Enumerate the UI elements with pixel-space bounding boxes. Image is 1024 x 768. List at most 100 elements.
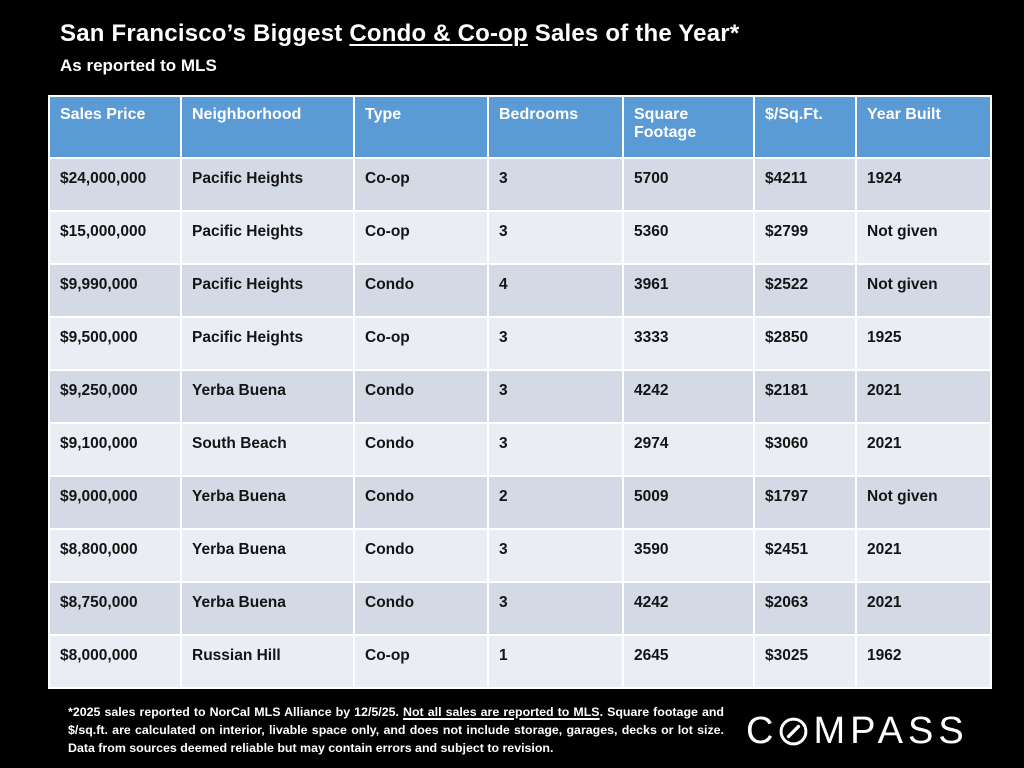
table-cell: Yerba Buena (180, 475, 355, 530)
table-body: $24,000,000 Pacific Heights Co-op 3 5700 $421… (48, 157, 992, 689)
compass-needle-o-icon (780, 717, 808, 745)
column-header: Square Footage (622, 95, 755, 159)
table-cell: $2799 (753, 210, 857, 265)
column-header: $/Sq.Ft. (753, 95, 857, 159)
table-cell: $9,250,000 (48, 369, 182, 424)
table-cell: $2063 (753, 581, 857, 636)
table-cell: $9,990,000 (48, 263, 182, 318)
disclaimer: *2025 sales reported to NorCal MLS Allia… (68, 703, 724, 758)
table-cell: 3333 (622, 316, 755, 371)
table-cell: 3590 (622, 528, 755, 583)
table-row: $9,990,000 Pacific Heights Condo 4 3961 $2522… (48, 263, 992, 318)
table-cell: 2645 (622, 634, 755, 689)
table-cell: Not given (855, 475, 992, 530)
table-cell: 3 (487, 369, 624, 424)
table-cell: Condo (353, 528, 489, 583)
table-cell: 3 (487, 528, 624, 583)
table-cell: Co-op (353, 316, 489, 371)
table-cell: 2974 (622, 422, 755, 477)
table-cell: Pacific Heights (180, 316, 355, 371)
title-text-suffix: Sales of the Year* (527, 20, 740, 47)
table-cell: $2181 (753, 369, 857, 424)
table-row: $9,100,000 South Beach Condo 3 2974 $3060 2021 (48, 422, 992, 477)
table-cell: $9,000,000 (48, 475, 182, 530)
disclaimer-text-2: . Square footage and $/sq.ft. are calcul… (68, 705, 724, 756)
table-header-row: Sales Price Neighborhood Type Bedrooms Squar… (48, 95, 992, 159)
table-cell: $9,500,000 (48, 316, 182, 371)
title-text-underlined: Condo & Co-op (349, 20, 528, 47)
table-cell: 3 (487, 157, 624, 212)
table-cell: 5360 (622, 210, 755, 265)
page-title: San Francisco’s Biggest Condo & Co-op Sa… (60, 20, 739, 48)
table-cell: 4242 (622, 369, 755, 424)
table-cell: Co-op (353, 210, 489, 265)
column-header: Type (353, 95, 489, 159)
table-cell: 1962 (855, 634, 992, 689)
table-cell: 2021 (855, 422, 992, 477)
compass-logo-text-left: C (746, 710, 779, 752)
disclaimer-text-underlined: Not all sales are reported to MLS (403, 705, 600, 719)
column-header: Sales Price (48, 95, 182, 159)
table-row: $9,000,000 Yerba Buena Condo 2 5009 $1797 Not … (48, 475, 992, 530)
table-cell: 1924 (855, 157, 992, 212)
table-cell: Co-op (353, 634, 489, 689)
compass-logo: C MPASS (746, 709, 969, 753)
table-cell: 2 (487, 475, 624, 530)
column-header: Bedrooms (487, 95, 624, 159)
table-cell: $3060 (753, 422, 857, 477)
title-text-prefix: San Francisco’s Biggest (60, 20, 350, 47)
table-cell: 1 (487, 634, 624, 689)
disclaimer-text-1: *2025 sales reported to NorCal MLS Allia… (68, 705, 404, 719)
table-cell: 4 (487, 263, 624, 318)
table-cell: Yerba Buena (180, 528, 355, 583)
table-cell: 5009 (622, 475, 755, 530)
table-cell: $2850 (753, 316, 857, 371)
table-cell: $1797 (753, 475, 857, 530)
table-cell: $15,000,000 (48, 210, 182, 265)
table-cell: 3961 (622, 263, 755, 318)
table-row: $8,800,000 Yerba Buena Condo 3 3590 $2451 2021 (48, 528, 992, 583)
table-cell: 1925 (855, 316, 992, 371)
table-cell: Pacific Heights (180, 210, 355, 265)
compass-logo-text-right: MPASS (813, 710, 969, 752)
table-row: $8,000,000 Russian Hill Co-op 1 2645 $3025 196… (48, 634, 992, 689)
table-cell: Pacific Heights (180, 263, 355, 318)
table-cell: $8,750,000 (48, 581, 182, 636)
table-cell: Not given (855, 263, 992, 318)
table-cell: $3025 (753, 634, 857, 689)
column-header: Year Built (855, 95, 992, 159)
table-cell: Condo (353, 369, 489, 424)
table-cell: $4211 (753, 157, 857, 212)
table-row: $8,750,000 Yerba Buena Condo 3 4242 $2063 2021 (48, 581, 992, 636)
table-cell: $24,000,000 (48, 157, 182, 212)
column-header: Neighborhood (180, 95, 355, 159)
table-cell: Co-op (353, 157, 489, 212)
table-cell: 2021 (855, 528, 992, 583)
table-cell: $2451 (753, 528, 857, 583)
table-cell: 2021 (855, 369, 992, 424)
table-cell: Condo (353, 581, 489, 636)
table-cell: Condo (353, 422, 489, 477)
table-cell: $8,800,000 (48, 528, 182, 583)
table-row: $15,000,000 Pacific Heights Co-op 3 5360 $279… (48, 210, 992, 265)
table-cell: 3 (487, 581, 624, 636)
table-cell: Yerba Buena (180, 581, 355, 636)
page-subtitle: As reported to MLS (60, 56, 217, 75)
table-cell: Not given (855, 210, 992, 265)
sales-table: Sales Price Neighborhood Type Bedrooms Squar… (48, 95, 992, 689)
table-cell: 3 (487, 422, 624, 477)
table-cell: South Beach (180, 422, 355, 477)
table-row: $24,000,000 Pacific Heights Co-op 3 5700 $421… (48, 157, 992, 212)
table-cell: 4242 (622, 581, 755, 636)
table-cell: $8,000,000 (48, 634, 182, 689)
table-cell: $2522 (753, 263, 857, 318)
table-cell: Condo (353, 263, 489, 318)
table-cell: $9,100,000 (48, 422, 182, 477)
table-cell: Pacific Heights (180, 157, 355, 212)
table-row: $9,250,000 Yerba Buena Condo 3 4242 $2181 2021 (48, 369, 992, 424)
table-cell: Yerba Buena (180, 369, 355, 424)
table-cell: 3 (487, 316, 624, 371)
table-cell: 3 (487, 210, 624, 265)
table-row: $9,500,000 Pacific Heights Co-op 3 3333 $2850… (48, 316, 992, 371)
